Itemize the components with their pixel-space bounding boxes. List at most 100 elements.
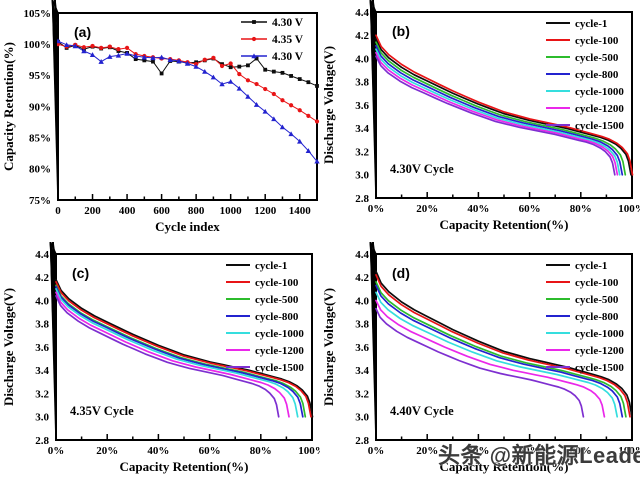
x-tick-label: 40%: [467, 445, 489, 457]
x-tick-label: 80%: [570, 203, 592, 215]
x-tick-label: 0%: [48, 445, 65, 457]
legend-label: cycle-1200: [575, 345, 624, 357]
legend-label: cycle-1200: [575, 103, 624, 115]
y-tick-label: 3.8: [35, 319, 49, 331]
y-axis-title: Discharge Voltage(V): [321, 288, 336, 406]
legend-label: cycle-800: [255, 311, 299, 323]
y-tick-label: 4.4: [355, 249, 369, 261]
y-tick-label: 3.4: [35, 365, 49, 377]
x-tick-label: 20%: [416, 203, 438, 215]
legend: 4.30 V 4.35 V 4.30 V: [241, 17, 304, 63]
y-tick-label: 4.2: [355, 30, 369, 42]
y-tick-label: 4.0: [355, 53, 369, 65]
legend-label: 4.30 V: [272, 17, 304, 29]
panel-a-capacity-retention-chart: 0 200 400 600 800 1000 1200 1400 75% 80% 85% 90% 95%…: [0, 0, 320, 242]
legend-label: cycle-800: [575, 311, 619, 323]
x-tick-label: 60%: [199, 445, 221, 457]
x-tick-label: 600: [153, 205, 170, 217]
chart-c-canvas: 0% 20% 40% 60% 80% 100% 2.8 3.0 3.2 3.4 3.6 3.8 4.0 4…: [1, 241, 326, 474]
y-tick-label: 100%: [24, 39, 52, 51]
legend: cycle-1 cycle-100 cycle-500 cycle-800 cycle-…: [546, 18, 624, 132]
x-axis-title: Cycle index: [155, 219, 220, 234]
x-axis-title: Capacity Retention(%): [120, 459, 249, 474]
y-tick-label: 3.6: [355, 342, 369, 354]
y-tick-label: 4.0: [35, 295, 49, 307]
legend-label: 4.35 V: [272, 34, 304, 46]
legend-label: cycle-100: [575, 277, 619, 289]
y-tick-label: 3.2: [355, 388, 369, 400]
chart-b-canvas: 0% 20% 40% 60% 80% 100% 2.8 3.0 3.2 3.4 3.6 3.8 4.0 4…: [321, 0, 640, 232]
panel-d-discharge-curves-440v: 0% 20% 40% 60% 80% 100% 2.8 3.0 3.2 3.4 3.6 3.8 4.0 4…: [320, 241, 640, 484]
y-tick-label: 2.8: [35, 435, 49, 447]
legend-label: cycle-1500: [575, 120, 624, 132]
panel-letter: (a): [74, 24, 91, 40]
legend-label: cycle-500: [255, 294, 299, 306]
y-tick-label: 3.0: [355, 412, 369, 424]
y-tick-label: 80%: [29, 164, 51, 176]
x-tick-label: 800: [188, 205, 205, 217]
legend-label: cycle-1000: [575, 328, 624, 340]
legend-label: cycle-500: [575, 52, 619, 64]
y-axis-title: Discharge Voltage(V): [1, 288, 16, 406]
legend: cycle-1 cycle-100 cycle-500 cycle-800 cycle-…: [546, 260, 624, 374]
x-tick-label: 20%: [96, 445, 118, 457]
x-tick-label: 100%: [298, 445, 320, 457]
y-tick-label: 4.0: [355, 295, 369, 307]
y-tick-label: 3.6: [35, 342, 49, 354]
legend-label: cycle-1: [575, 18, 607, 30]
y-tick-label: 3.2: [355, 146, 369, 158]
panel-letter: (c): [72, 265, 89, 281]
x-tick-label: 0%: [368, 445, 385, 457]
x-tick-label: 1000: [220, 205, 243, 217]
y-tick-label: 3.4: [355, 365, 369, 377]
y-tick-label: 105%: [24, 8, 52, 20]
y-tick-label: 95%: [29, 70, 51, 82]
x-tick-label: 400: [119, 205, 136, 217]
y-tick-label: 3.8: [355, 77, 369, 89]
x-tick-label: 0%: [368, 203, 385, 215]
y-tick-label: 3.6: [355, 100, 369, 112]
x-tick-label: 20%: [416, 445, 438, 457]
data-series-group: [375, 270, 633, 418]
y-tick-label: 3.2: [35, 388, 49, 400]
x-axis-title: Capacity Retention(%): [440, 459, 569, 474]
legend-label: cycle-1000: [255, 328, 304, 340]
data-series-group: [55, 278, 314, 418]
legend-label: cycle-500: [575, 294, 619, 306]
y-tick-label: 90%: [29, 101, 51, 113]
legend-label: cycle-100: [255, 277, 299, 289]
x-tick-label: 1400: [289, 205, 312, 217]
x-tick-label: 1200: [254, 205, 277, 217]
legend: cycle-1 cycle-100 cycle-500 cycle-800 cycle-…: [226, 260, 304, 374]
legend-label: cycle-1500: [255, 362, 304, 374]
x-tick-label: 40%: [147, 445, 169, 457]
y-tick-label: 75%: [29, 195, 51, 207]
x-tick-label: 80%: [250, 445, 272, 457]
data-series-group: [375, 34, 634, 176]
y-tick-label: 2.8: [355, 435, 369, 447]
legend-label: cycle-1: [575, 260, 607, 272]
cycle-voltage-annotation: 4.30V Cycle: [390, 162, 454, 176]
panel-letter: (d): [392, 265, 410, 281]
y-tick-label: 3.4: [355, 123, 369, 135]
y-tick-label: 4.4: [355, 7, 369, 19]
legend-label: 4.30 V: [272, 51, 304, 63]
toutiao-watermark: 头条 @新能源Leader: [438, 443, 640, 468]
chart-a-canvas: 0 200 400 600 800 1000 1200 1400 75% 80% 85% 90% 95%…: [1, 0, 320, 234]
cycle-voltage-annotation: 4.35V Cycle: [70, 404, 134, 418]
y-axis-title: Capacity Retention(%): [1, 42, 16, 171]
legend-label: cycle-1000: [575, 86, 624, 98]
panel-letter: (b): [392, 23, 410, 39]
x-axis-title: Capacity Retention(%): [440, 217, 569, 232]
legend-label: cycle-1500: [575, 362, 624, 374]
x-tick-label: 100%: [618, 203, 640, 215]
y-tick-label: 85%: [29, 132, 51, 144]
y-tick-label: 3.0: [35, 412, 49, 424]
y-tick-label: 4.2: [35, 272, 49, 284]
y-tick-label: 2.8: [355, 193, 369, 205]
data-series-group: [57, 38, 320, 164]
legend-label: cycle-1200: [255, 345, 304, 357]
legend-label: cycle-100: [575, 35, 619, 47]
x-tick-label: 100%: [618, 445, 640, 457]
x-tick-label: 200: [84, 205, 101, 217]
